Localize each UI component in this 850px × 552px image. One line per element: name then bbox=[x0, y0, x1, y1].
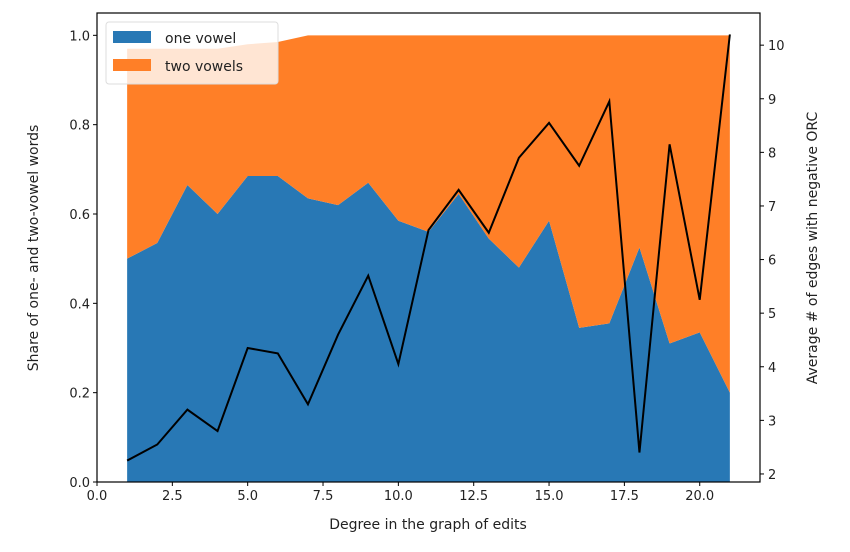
x-tick-label: 20.0 bbox=[685, 489, 714, 504]
legend-swatch-two-vowels bbox=[113, 59, 151, 71]
stacked-areas bbox=[127, 35, 730, 483]
y-axis-right: 2 3 4 5 6 7 8 9 10 bbox=[760, 39, 785, 483]
x-tick-label: 0.0 bbox=[87, 489, 108, 504]
x-tick-label: 7.5 bbox=[313, 489, 334, 504]
y-right-tick-label: 5 bbox=[768, 307, 776, 322]
y-tick-label: 0.0 bbox=[69, 476, 90, 491]
y-right-tick-label: 9 bbox=[768, 93, 776, 108]
y-right-tick-label: 7 bbox=[768, 200, 776, 215]
y-right-tick-label: 4 bbox=[768, 361, 776, 376]
y-right-tick-label: 6 bbox=[768, 254, 776, 269]
y-tick-label: 1.0 bbox=[69, 29, 90, 44]
plot-frame bbox=[96, 12, 761, 483]
y-axis-label-left: Share of one- and two-vowel words bbox=[26, 125, 42, 372]
legend-swatch-one-vowel bbox=[113, 31, 151, 43]
legend-label-two-vowels: two vowels bbox=[165, 59, 243, 75]
legend-label-one-vowel: one vowel bbox=[165, 31, 236, 47]
y-tick-label: 0.4 bbox=[69, 297, 90, 312]
orc-line-layer bbox=[126, 34, 731, 462]
area-one-vowel bbox=[127, 176, 730, 483]
y-right-tick-label: 2 bbox=[768, 468, 776, 483]
x-tick-label: 2.5 bbox=[162, 489, 183, 504]
y-tick-label: 0.6 bbox=[69, 208, 90, 223]
x-tick-label: 10.0 bbox=[384, 489, 413, 504]
orc-line bbox=[126, 34, 731, 462]
y-axis-left: 0.0 0.2 0.4 0.6 0.8 1.0 bbox=[69, 29, 97, 491]
area-two-vowels bbox=[127, 35, 730, 393]
y-tick-label: 0.2 bbox=[69, 387, 90, 402]
y-axis-label-right: Average # of edges with negative ORC bbox=[805, 112, 821, 385]
x-tick-label: 12.5 bbox=[459, 489, 488, 504]
y-right-tick-label: 8 bbox=[768, 146, 776, 161]
x-tick-label: 5.0 bbox=[237, 489, 258, 504]
legend: one vowel two vowels bbox=[105, 21, 279, 85]
y-tick-label: 0.8 bbox=[69, 119, 90, 134]
x-tick-label: 15.0 bbox=[535, 489, 564, 504]
x-axis-label: Degree in the graph of edits bbox=[329, 517, 527, 533]
y-right-tick-label: 10 bbox=[768, 39, 785, 54]
x-tick-label: 17.5 bbox=[610, 489, 639, 504]
x-axis: 0.0 2.5 5.0 7.5 10.0 12.5 15.0 17.5 20.0 bbox=[87, 482, 714, 504]
y-right-tick-label: 3 bbox=[768, 414, 776, 429]
